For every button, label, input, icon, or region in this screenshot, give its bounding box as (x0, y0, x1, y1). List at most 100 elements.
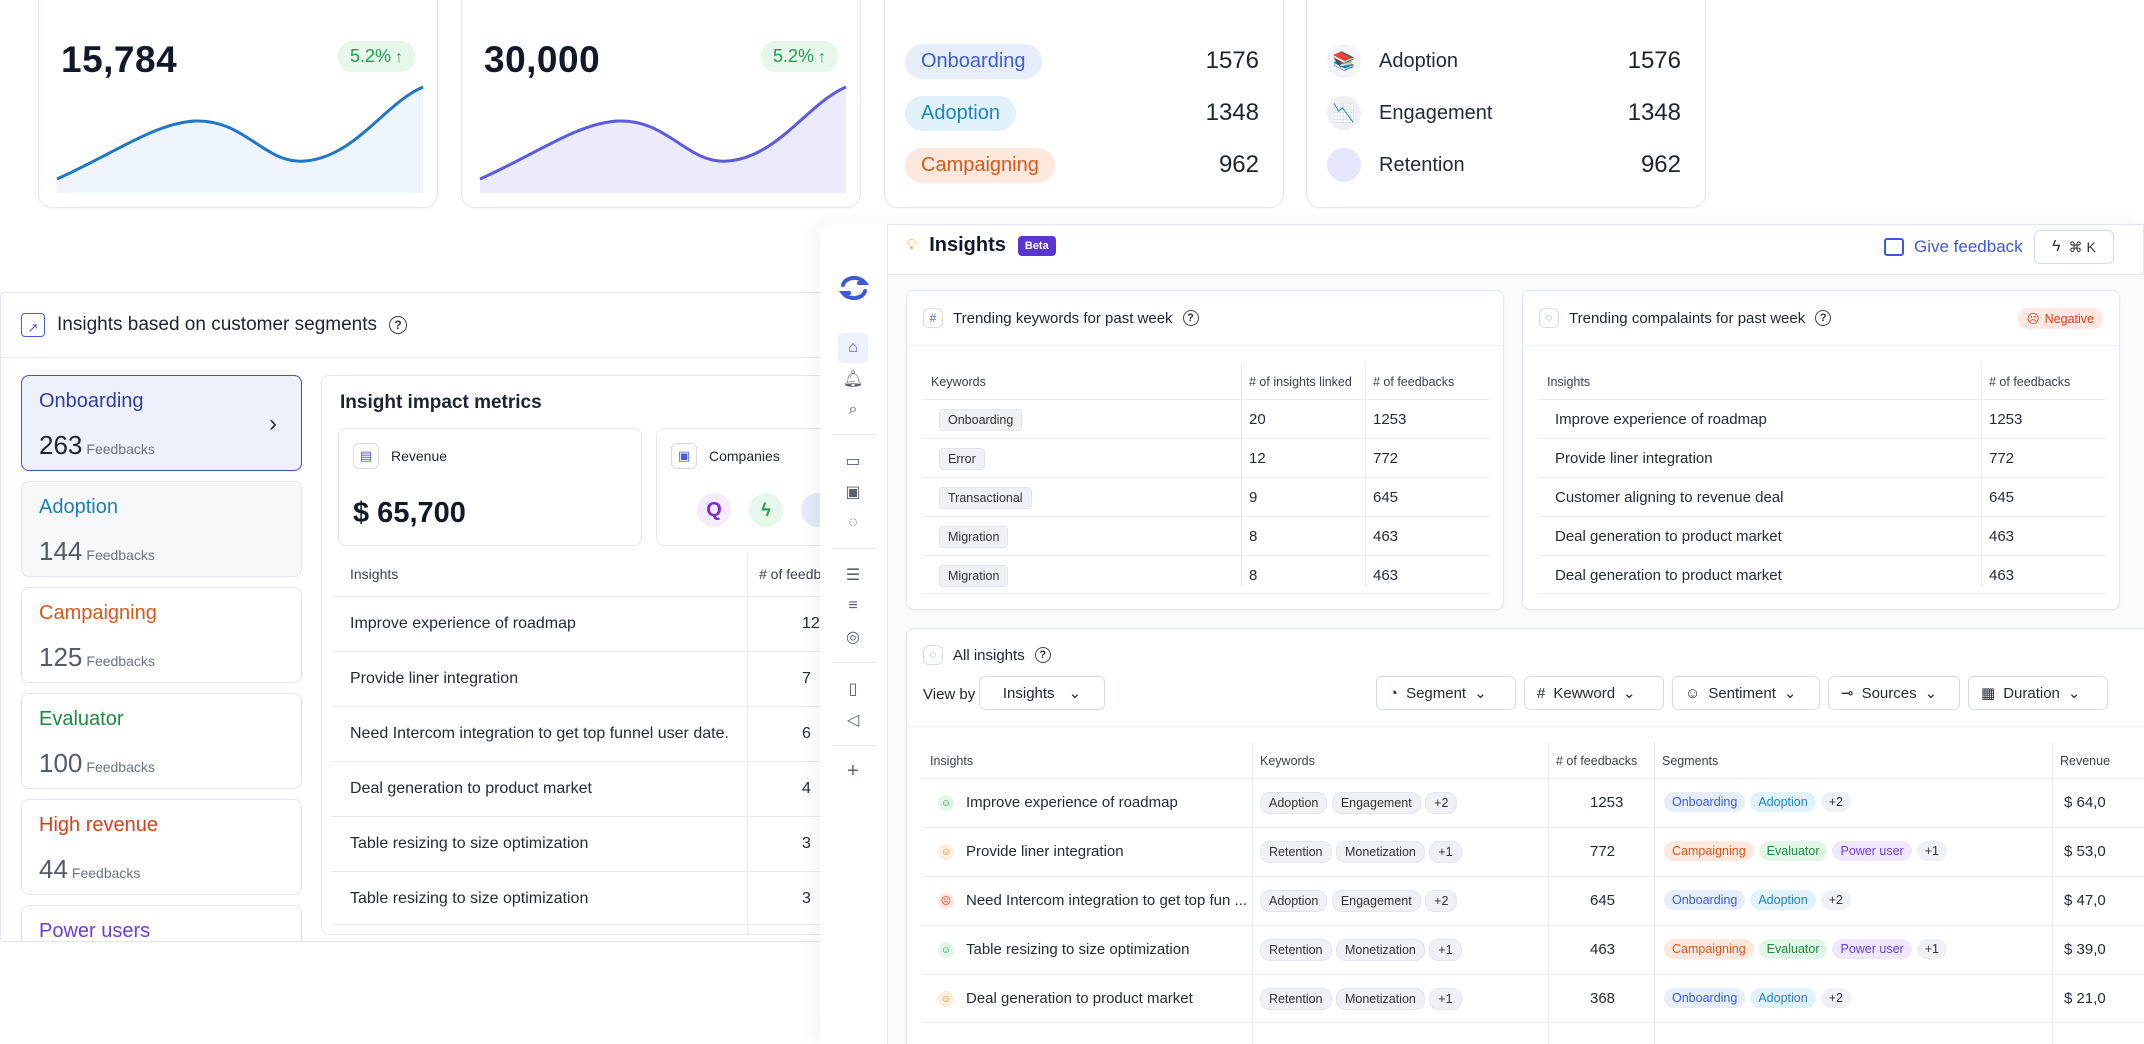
feedback-count: 463 (1373, 567, 1398, 584)
sources-filter[interactable]: ⊸ Sources ⌄ (1828, 676, 1960, 710)
feedback-count: 463 (1590, 941, 1615, 958)
table-row[interactable]: Improve experience of roadmap 1253 (1539, 399, 2105, 438)
view-by-label: View by (923, 686, 975, 703)
checklist-icon[interactable]: ☰ (838, 560, 868, 590)
keyword-pill: Retention (1260, 939, 1332, 961)
insight-text: Deal generation to product market (966, 990, 1193, 1007)
segment-card-onboarding[interactable]: Onboarding 263 Feedbacks › (21, 375, 302, 471)
table-row[interactable]: Need Intercom integration to get top fun… (332, 706, 852, 760)
table-row[interactable]: Improve experience of roadmap 12 (332, 596, 852, 650)
insight-count: 3 (802, 835, 811, 853)
table-row[interactable]: Provide liner integration 7 (332, 651, 852, 705)
more-pill[interactable]: +2 (1821, 890, 1851, 910)
table-row[interactable]: Provide liner integration 772 (1539, 438, 2105, 477)
complaint-text: Provide liner integration (1555, 450, 1713, 467)
table-row[interactable]: ☺ Improve experience of roadmap Adoption… (922, 778, 2144, 827)
segment-pill[interactable]: Onboarding (905, 44, 1042, 79)
insight-count: 6 (802, 725, 811, 743)
insight-count: 4 (802, 780, 811, 798)
table-row[interactable]: Deal generation to product market 4 (332, 761, 852, 815)
table-row[interactable]: Onboarding 20 1253 (923, 399, 1489, 438)
roadmap-icon[interactable]: ≡ (838, 591, 868, 621)
positive-sentiment-icon: ☺ (938, 795, 954, 811)
segment-filter[interactable]: ◔ Segment ⌄ (1376, 676, 1516, 710)
document-icon[interactable]: ▯ (838, 674, 868, 704)
column-header: # of feedbacks (1989, 375, 2070, 389)
table-row[interactable]: Error 12 772 (923, 438, 1489, 477)
lightbulb-icon[interactable]: ◌ (838, 508, 868, 538)
table-row[interactable]: Transactional 9 645 (923, 477, 1489, 516)
segment-pill[interactable]: Adoption (905, 96, 1016, 131)
table-row[interactable]: Table resizing to size optimization 3 (332, 871, 852, 925)
home-icon[interactable]: ⌂ (838, 333, 868, 363)
table-row[interactable]: ☺ Deal generation to product market Rete… (922, 974, 2144, 1023)
segment-card-adoption[interactable]: Adoption 144 Feedbacks (21, 481, 302, 577)
segment-card-evaluator[interactable]: Evaluator 100 Feedbacks (21, 693, 302, 789)
segments-insights-panel: ↗ Insights based on customer segments ? … (0, 292, 860, 942)
help-icon[interactable]: ? (1815, 310, 1831, 326)
keyword-pill: Monetization (1336, 988, 1425, 1010)
table-row[interactable]: Deal generation to product market 463 (1539, 516, 2105, 555)
more-pill[interactable]: +2 (1425, 890, 1457, 912)
give-feedback-button[interactable]: Give feedback (1884, 237, 2023, 257)
table-row[interactable]: Table resizing to size optimization 3 (332, 816, 852, 870)
stat-value: 15,784 (61, 39, 177, 81)
help-icon[interactable]: ? (389, 316, 407, 334)
column-header: Keywords (1260, 754, 1315, 768)
app-logo[interactable] (838, 272, 870, 304)
segment-count: 144 Feedbacks (39, 536, 155, 567)
hash-icon: # (1537, 685, 1545, 702)
segment-pill: Campaigning (1664, 939, 1754, 959)
more-pill[interactable]: +1 (1917, 939, 1947, 959)
more-pill[interactable]: +2 (1821, 792, 1851, 812)
more-pill[interactable]: +1 (1429, 988, 1461, 1010)
feedback-count: 1253 (1989, 411, 2022, 428)
duration-filter[interactable]: ▦ Duration ⌄ (1968, 676, 2108, 710)
more-pill[interactable]: +1 (1917, 841, 1947, 861)
calendar-icon: ▦ (1981, 684, 1995, 702)
sentiment-filter[interactable]: ☺ Sentiment ⌄ (1672, 676, 1820, 710)
target-icon[interactable]: ◎ (838, 622, 868, 652)
card-title: All insights (953, 647, 1025, 664)
table-row[interactable]: Migration 8 463 (923, 555, 1489, 594)
table-row[interactable]: Deal generation to product market 463 (1539, 555, 2105, 594)
filter-label: Sentiment (1708, 685, 1776, 702)
segment-card-power-users[interactable]: Power users (21, 905, 302, 942)
feedback-count: 772 (1373, 450, 1398, 467)
table-row[interactable]: Migration 8 463 (923, 516, 1489, 555)
table-row[interactable]: Customer aligning to revenue deal 645 (1539, 477, 2105, 516)
keyword-pill: Retention (1260, 988, 1332, 1010)
segment-count-value: 144 (39, 536, 82, 566)
segment-card-campaigning[interactable]: Campaigning 125 Feedbacks (21, 587, 302, 683)
more-pill[interactable]: +2 (1425, 792, 1457, 814)
more-pill[interactable]: +1 (1429, 841, 1461, 863)
impact-metrics-section: Insight impact metrics ▤ Revenue $ 65,70… (321, 375, 860, 935)
table-row[interactable]: ☹ Need Intercom integration to get top f… (922, 876, 2144, 925)
command-palette-button[interactable]: ϟ ⌘ K (2034, 230, 2114, 264)
card-title: Trending keywords for past week (953, 310, 1173, 327)
change-value: 5.2% (773, 46, 814, 66)
segment-card-high-revenue[interactable]: High revenue 44 Feedbacks (21, 799, 302, 895)
help-icon[interactable]: ? (1183, 310, 1199, 326)
segment-name: Adoption (39, 496, 118, 519)
more-pill[interactable]: +2 (1821, 988, 1851, 1008)
plus-icon[interactable]: + (838, 756, 868, 786)
segment-pill[interactable]: Campaigning (905, 148, 1055, 183)
insight-text: Need Intercom integration to get top fun… (966, 892, 1247, 909)
keyword-filter[interactable]: # Kewword ⌄ (1524, 676, 1664, 710)
table-row[interactable]: ☺ Table resizing to size optimization Re… (922, 925, 2144, 974)
view-by-select[interactable]: Insights ⌄ (979, 676, 1105, 710)
search-icon[interactable]: ⌕ (838, 395, 868, 425)
segment-pill: Adoption (1750, 890, 1815, 910)
commit-icon: ⊸ (1841, 684, 1854, 702)
trending-complaints-card: ◌ Trending compalaints for past week ? ☹… (1522, 290, 2120, 610)
megaphone-icon[interactable]: ◁ (838, 705, 868, 735)
message-icon[interactable]: ▭ (838, 446, 868, 476)
more-pill[interactable]: +1 (1429, 939, 1461, 961)
complaint-text: Deal generation to product market (1555, 567, 1782, 584)
contact-icon[interactable]: ▣ (838, 477, 868, 507)
theme-count: 962 (1641, 151, 1681, 179)
bell-icon[interactable]: 🔔︎ (838, 364, 868, 394)
table-row[interactable]: ☺ Provide liner integration Retention Mo… (922, 827, 2144, 876)
help-icon[interactable]: ? (1035, 647, 1051, 663)
